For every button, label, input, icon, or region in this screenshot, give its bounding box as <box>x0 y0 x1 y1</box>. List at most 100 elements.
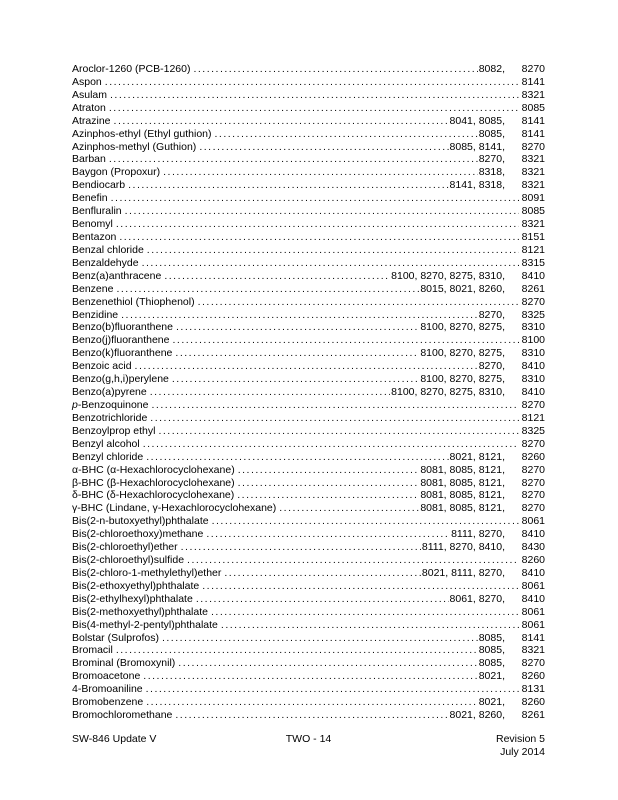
index-entry: Benzo(a)pyrene 8100, 8270, 8275, 8310, 841… <box>72 386 545 399</box>
analyte-name: Atraton <box>72 101 106 114</box>
analyte-name: Benzal chloride <box>72 243 144 256</box>
index-entry: Benzoylprop ethyl 8325 <box>72 425 545 438</box>
method-numbers: 8021, 8121, <box>449 450 505 463</box>
analyte-name: Bromobenzene <box>72 696 144 709</box>
index-entry: Benzo(b)fluoranthene 8100, 8270, 8275, 831… <box>72 321 545 334</box>
analyte-name: Bis(2-chloroethyl)ether <box>72 541 178 554</box>
index-entry: Bis(2-chloroethoxy)methane 8111, 8270, 841… <box>72 528 545 541</box>
method-number-last: 8270 <box>521 489 545 502</box>
method-number-last: 8410 <box>521 592 545 605</box>
analyte-name: Bis(2-chloroethyl)sulfide <box>72 554 185 567</box>
method-number-last: 8061 <box>521 579 545 592</box>
method-numbers: 8270, <box>478 360 505 373</box>
dot-leader <box>202 580 519 593</box>
analyte-name: Benzoylprop ethyl <box>72 424 156 437</box>
method-number-last: 8061 <box>521 605 545 618</box>
method-number-last: 8310 <box>521 373 545 386</box>
method-number-last: 8061 <box>521 618 545 631</box>
dot-leader <box>175 347 419 360</box>
analyte-name: α-BHC (α-Hexachlorocyclohexane) <box>72 463 235 476</box>
method-numbers: 8270, <box>478 308 505 321</box>
analyte-name: Bis(2-ethoxyethyl)phthalate <box>72 579 200 592</box>
method-number-last: 8321 <box>521 153 545 166</box>
index-entry: Atrazine 8041, 8085, 8141 <box>72 115 545 128</box>
dot-leader <box>111 192 519 205</box>
index-entry: Benzyl chloride 8021, 8121, 8260 <box>72 451 545 464</box>
index-entry: Benzidine 8270, 8325 <box>72 309 545 322</box>
analyte-name: Benzo(a)pyrene <box>72 386 147 399</box>
analyte-name: Brominal (Bromoxynil) <box>72 657 176 670</box>
dot-leader <box>147 244 519 257</box>
method-number-last: 8325 <box>521 308 545 321</box>
index-entry: Benzo(j)fluoranthene 8100 <box>72 334 545 347</box>
method-number-last: 8410 <box>521 566 545 579</box>
analyte-name: Aroclor-1260 (PCB-1260) <box>72 63 191 75</box>
index-entry: Bolstar (Sulprofos) 8085, 8141 <box>72 632 545 645</box>
method-number-last: 8270 <box>521 657 545 670</box>
method-number-last: 8310 <box>521 347 545 360</box>
method-number-last: 8085 <box>521 205 545 218</box>
method-number-last: 8321 <box>521 218 545 231</box>
index-entry: Aroclor-1260 (PCB-1260) 8082, 8270 <box>72 63 545 76</box>
analyte-name: Bis(4-methyl-2-pentyl)phthalate <box>72 618 218 631</box>
dot-leader <box>116 283 419 296</box>
analyte-name: Bis(2-methoxyethyl)phthalate <box>72 605 208 618</box>
index-entry: Azinphos-ethyl (Ethyl guthion) 8085, 8141 <box>72 128 545 141</box>
dot-leader <box>196 593 449 606</box>
method-number-last: 8091 <box>521 192 545 205</box>
dot-leader <box>116 644 478 657</box>
page-footer: SW-846 Update V TWO - 14 Revision 5 July… <box>72 733 545 759</box>
method-numbers: 8100, 8270, 8275, 8310, <box>391 386 505 399</box>
method-number-last: 8141 <box>521 631 545 644</box>
method-numbers: 8085, <box>478 644 505 657</box>
method-numbers: 8111, 8270, 8410, <box>421 541 505 554</box>
method-number-last: 8270 <box>521 437 545 450</box>
method-numbers: 8100, 8270, 8275, 8310, <box>391 269 505 282</box>
dot-leader <box>221 619 519 632</box>
index-entry: Bis(2-chloro-1-methylethyl)ether 8021, 81… <box>72 567 545 580</box>
analyte-name: Bromacil <box>72 644 113 657</box>
method-number-last: 8270 <box>521 463 545 476</box>
index-entry: Benzene 8015, 8021, 8260, 8261 <box>72 283 545 296</box>
analyte-name: Azinphos-ethyl (Ethyl guthion) <box>72 127 212 140</box>
method-numbers: 8061, 8270, <box>449 592 505 605</box>
analyte-name: Benzaldehyde <box>72 256 139 269</box>
index-entry: Benfluralin 8085 <box>72 205 545 218</box>
method-number-last: 8261 <box>521 709 545 722</box>
dot-leader <box>142 257 519 270</box>
method-numbers: 8085, <box>478 631 505 644</box>
method-number-last: 8270 <box>521 295 545 308</box>
method-numbers: 8270, <box>478 153 505 166</box>
index-entry: Benzal chloride 8121 <box>72 244 545 257</box>
dot-leader <box>151 399 519 412</box>
dot-leader <box>178 657 477 670</box>
method-number-last: 8141 <box>521 75 545 88</box>
method-numbers: 8085, 8141, <box>449 140 505 153</box>
dot-leader <box>176 321 419 334</box>
method-number-last: 8121 <box>521 411 545 424</box>
method-number-last: 8410 <box>521 269 545 282</box>
method-number-last: 8121 <box>521 243 545 256</box>
analyte-name: Benzo(k)fluoranthene <box>72 347 173 360</box>
index-entry: Benzo(k)fluoranthene 8100, 8270, 8275, 831… <box>72 347 545 360</box>
method-numbers: 8141, 8318, <box>449 179 505 192</box>
analyte-name: Benzyl alcohol <box>72 437 140 450</box>
dot-leader <box>172 373 419 386</box>
analyte-name: Benzoic acid <box>72 360 132 373</box>
method-numbers: 8082, <box>478 63 505 75</box>
analyte-name: Benzyl chloride <box>72 450 144 463</box>
index-entry: Bis(4-methyl-2-pentyl)phthalate 8061 <box>72 619 545 632</box>
dot-leader <box>164 270 390 283</box>
method-numbers: 8081, 8085, 8121, <box>420 476 505 489</box>
method-number-last: 8410 <box>521 386 545 399</box>
index-entry: Bis(2-chloroethyl)ether 8111, 8270, 8410,… <box>72 541 545 554</box>
analyte-name: Bis(2-chloroethoxy)methane <box>72 528 204 541</box>
dot-leader <box>146 696 478 709</box>
analyte-name: Benomyl <box>72 218 113 231</box>
dot-leader <box>224 567 421 580</box>
method-numbers: 8100, 8270, 8275, <box>420 321 505 334</box>
dot-leader <box>119 231 519 244</box>
dot-leader <box>238 477 420 490</box>
dot-leader <box>158 425 519 438</box>
